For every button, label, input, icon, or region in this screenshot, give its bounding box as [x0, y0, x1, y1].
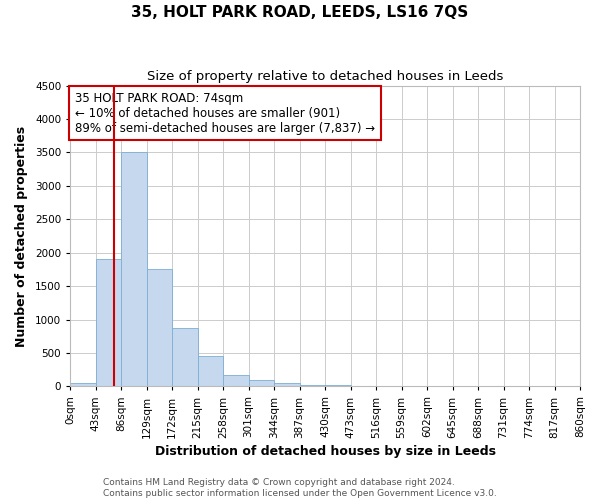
Bar [96, 260, 121, 386]
Bar [248, 380, 274, 386]
Title: Size of property relative to detached houses in Leeds: Size of property relative to detached ho… [147, 70, 503, 83]
Bar [146, 270, 172, 386]
Bar [70, 383, 96, 386]
Bar [197, 356, 223, 386]
Bar [274, 383, 299, 386]
Text: 35 HOLT PARK ROAD: 74sqm
← 10% of detached houses are smaller (901)
89% of semi-: 35 HOLT PARK ROAD: 74sqm ← 10% of detach… [76, 92, 376, 134]
Text: 35, HOLT PARK ROAD, LEEDS, LS16 7QS: 35, HOLT PARK ROAD, LEEDS, LS16 7QS [131, 5, 469, 20]
X-axis label: Distribution of detached houses by size in Leeds: Distribution of detached houses by size … [155, 444, 496, 458]
Bar [172, 328, 197, 386]
Text: Contains HM Land Registry data © Crown copyright and database right 2024.
Contai: Contains HM Land Registry data © Crown c… [103, 478, 497, 498]
Bar [223, 374, 248, 386]
Y-axis label: Number of detached properties: Number of detached properties [15, 126, 28, 346]
Bar [299, 384, 325, 386]
Bar [121, 152, 146, 386]
